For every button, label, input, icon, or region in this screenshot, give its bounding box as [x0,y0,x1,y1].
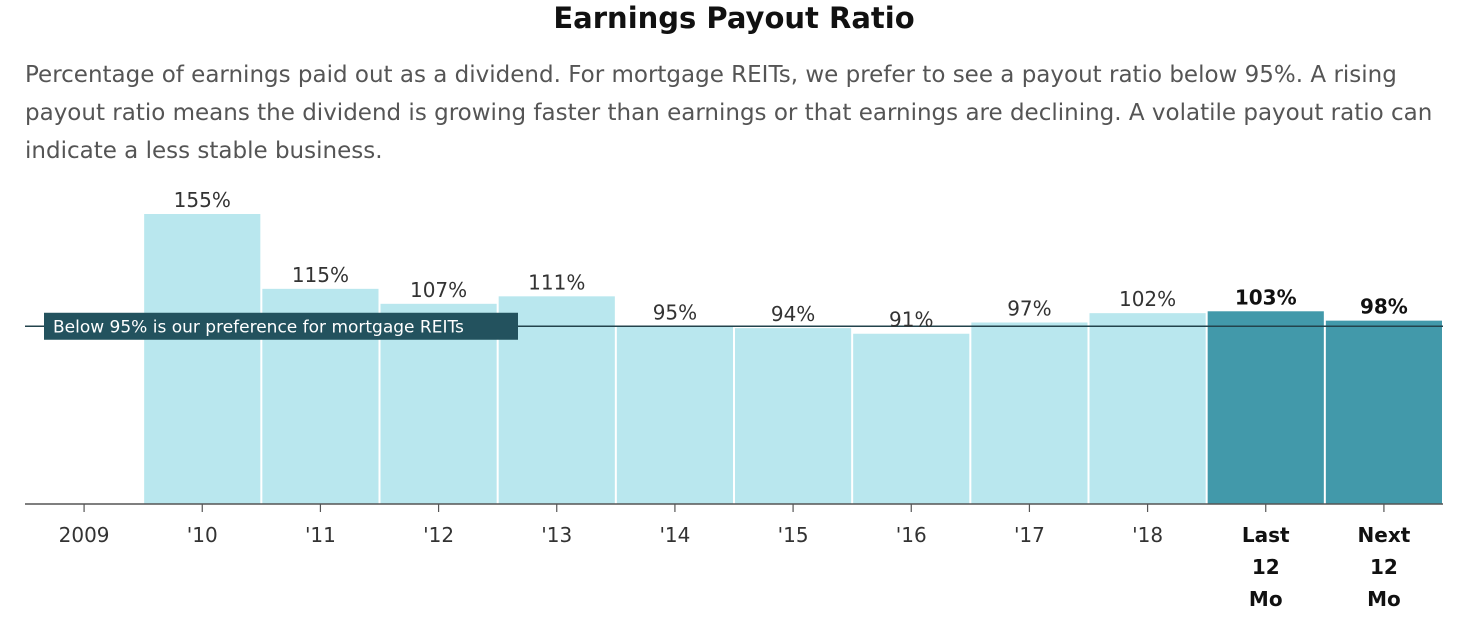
x-tick-label-4: '13 [541,523,572,547]
x-tick-label-line: Mo [1367,587,1401,611]
reference-label: Below 95% is our preference for mortgage… [53,317,464,337]
x-tick-label-5: '14 [659,523,690,547]
bar-value-label-11: 98% [1360,295,1408,319]
x-tick-label-line: 12 [1370,555,1398,579]
bar-value-label-8: 97% [1007,297,1051,321]
bar-value-label-7: 91% [889,308,933,332]
bar-6 [735,328,852,504]
reference-line-group: Below 95% is our preference for mortgage… [25,312,1443,340]
bar-value-label-3: 107% [410,278,467,302]
bar-11 [1325,320,1442,504]
chart-subtitle: Percentage of earnings paid out as a div… [25,62,1433,164]
x-tick-label-line: '13 [541,523,572,547]
bar-value-label-1: 155% [174,188,231,212]
bar-10 [1207,311,1324,504]
bar-4 [498,296,615,504]
x-tick-label-line: '12 [423,523,454,547]
x-tick-label-line: '17 [1014,523,1045,547]
x-tick-label-line: '16 [896,523,927,547]
x-tick-label-line: '11 [305,523,336,547]
x-tick-label-8: '17 [1014,523,1045,547]
x-tick-label-line: '14 [659,523,690,547]
x-tick-label-7: '16 [896,523,927,547]
x-tick-label-0: 2009 [59,523,110,547]
bar-7 [853,333,970,504]
x-tick-label-line: '10 [187,523,218,547]
bar-value-label-5: 95% [653,300,697,324]
x-axis: 2009'10'11'12'13'14'15'16'17'18 Last 12 MoN… [25,503,1443,611]
bar-value-label-2: 115% [292,263,349,287]
x-tick-label-6: '15 [778,523,809,547]
bar-value-label-6: 94% [771,302,815,326]
bar-5 [616,326,733,504]
chart-title: Earnings Payout Ratio [553,1,915,35]
x-tick-label-11: Next 12 Mo [1358,523,1411,611]
bar-value-label-9: 102% [1119,287,1176,311]
bar-labels-group: 155% 115% 107% 111% 95% 94% 91% 97% 102% 103% 98% [174,188,1408,332]
x-tick-label-line: '18 [1132,523,1163,547]
x-tick-label-line: Last [1242,523,1290,547]
x-tick-label-line: 12 [1252,555,1280,579]
x-tick-label-3: '12 [423,523,454,547]
x-tick-label-line: 2009 [59,523,110,547]
x-tick-label-2: '11 [305,523,336,547]
reference-label-box [44,312,518,340]
bar-9 [1089,313,1206,504]
x-tick-label-line: Mo [1249,587,1283,611]
x-tick-label-1: '10 [187,523,218,547]
x-tick-label-line: Next [1358,523,1411,547]
bar-value-label-10: 103% [1235,285,1297,309]
x-tick-label-line: '15 [778,523,809,547]
bar-value-label-4: 111% [528,270,585,294]
bar-8 [971,322,1088,504]
bars-group [144,214,1442,504]
x-tick-label-10: Last 12 Mo [1242,523,1290,611]
x-tick-label-9: '18 [1132,523,1163,547]
bar-1 [144,214,261,504]
